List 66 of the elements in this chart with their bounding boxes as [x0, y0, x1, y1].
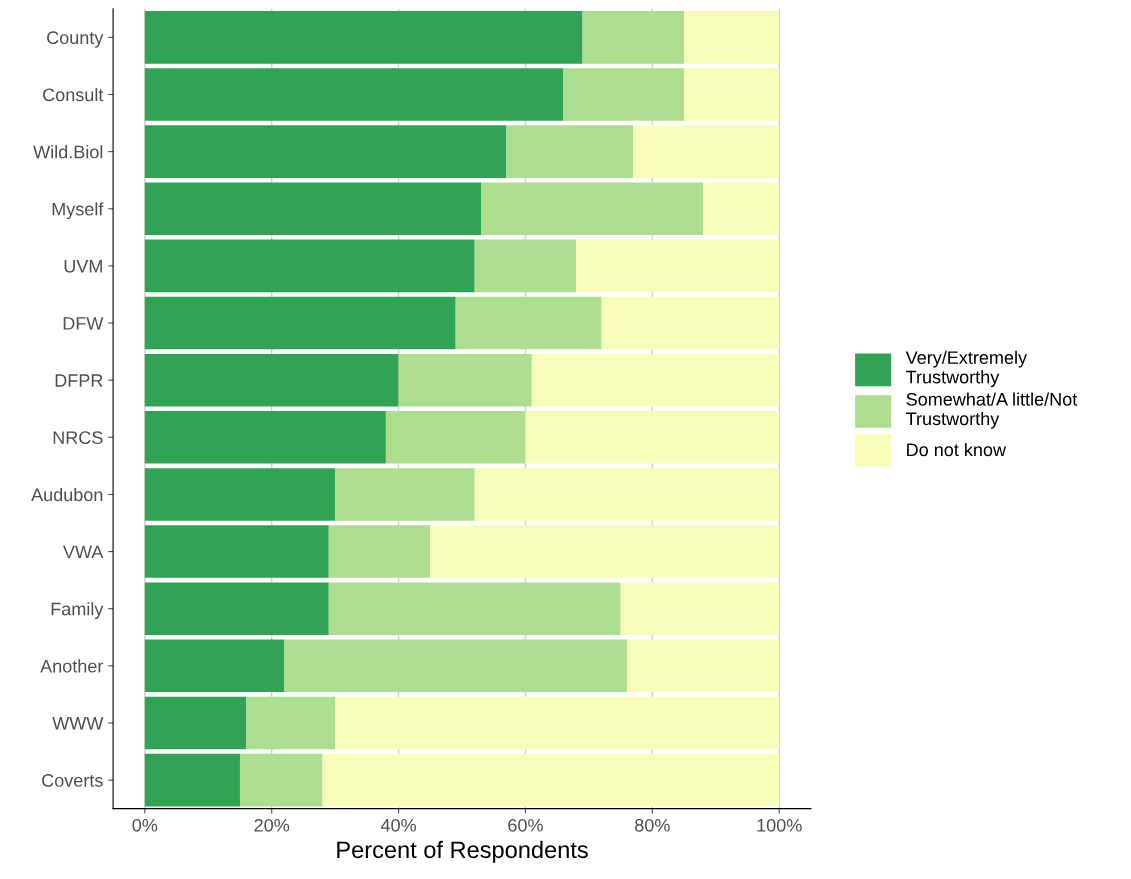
bar [633, 125, 780, 178]
bar [531, 353, 780, 407]
bar [144, 68, 564, 121]
y-tick-label: Consult [43, 87, 104, 102]
bar [284, 639, 627, 693]
y-tick-label: DFPR [55, 374, 103, 387]
bar [144, 582, 329, 635]
bar [398, 353, 532, 407]
bar [684, 11, 780, 64]
y-tick-label: NRCS [53, 431, 103, 445]
bar [525, 411, 780, 464]
bar [620, 582, 780, 635]
x-tick-label: 40% [380, 818, 416, 832]
bar [474, 239, 577, 293]
x-tick-label: 60% [508, 818, 543, 832]
bar [239, 753, 323, 807]
bar [703, 182, 780, 236]
bar [328, 525, 431, 578]
bar [144, 353, 399, 407]
y-tick-label: County [47, 31, 104, 48]
y-tick-label: Myself [52, 202, 104, 220]
bar [144, 296, 456, 350]
bar [335, 468, 475, 521]
bar [506, 125, 634, 178]
y-tick-label: Another [40, 659, 104, 673]
bar [144, 125, 507, 178]
x-axis-title: Percent of Respondents [337, 840, 588, 863]
bar [144, 696, 247, 750]
bar [430, 525, 780, 578]
bar [144, 411, 386, 464]
bar [563, 68, 685, 121]
y-tick-label: DFW [63, 317, 104, 330]
bar [144, 753, 240, 807]
legend-label: Do not know [907, 442, 1007, 457]
bar [322, 753, 780, 807]
y-tick-label: WWW [52, 717, 104, 730]
bar [144, 239, 475, 293]
bar [626, 639, 780, 693]
x-tick-label: 20% [254, 818, 290, 832]
y-tick-label: Wild.Biol [33, 145, 103, 159]
x-tick-label: 100% [757, 818, 802, 832]
bar [601, 296, 780, 350]
bar [481, 182, 704, 236]
bar [385, 411, 526, 464]
y-tick-label: VWA [63, 545, 104, 559]
bar [328, 582, 621, 635]
y-tick-label: Audubon [31, 487, 103, 502]
bar [246, 696, 336, 750]
bar [582, 11, 685, 64]
x-tick-label: 0% [132, 818, 158, 832]
y-tick-label: UVM [64, 260, 102, 273]
bar [335, 696, 780, 750]
bar [576, 239, 780, 293]
x-tick-label: 80% [635, 818, 670, 832]
bar [144, 525, 329, 578]
bar [144, 639, 285, 693]
legend-label: Very/Extremely Trustworthy [905, 350, 1028, 388]
bar [144, 182, 482, 236]
bar [455, 296, 602, 350]
y-tick-label: Coverts [42, 774, 103, 787]
y-tick-label: Family [51, 602, 104, 619]
bar [474, 468, 780, 521]
bar [144, 11, 583, 64]
bar [144, 468, 336, 521]
legend-label: Somewhat/A little/Not Trustworthy [906, 392, 1078, 429]
bar [684, 68, 780, 121]
